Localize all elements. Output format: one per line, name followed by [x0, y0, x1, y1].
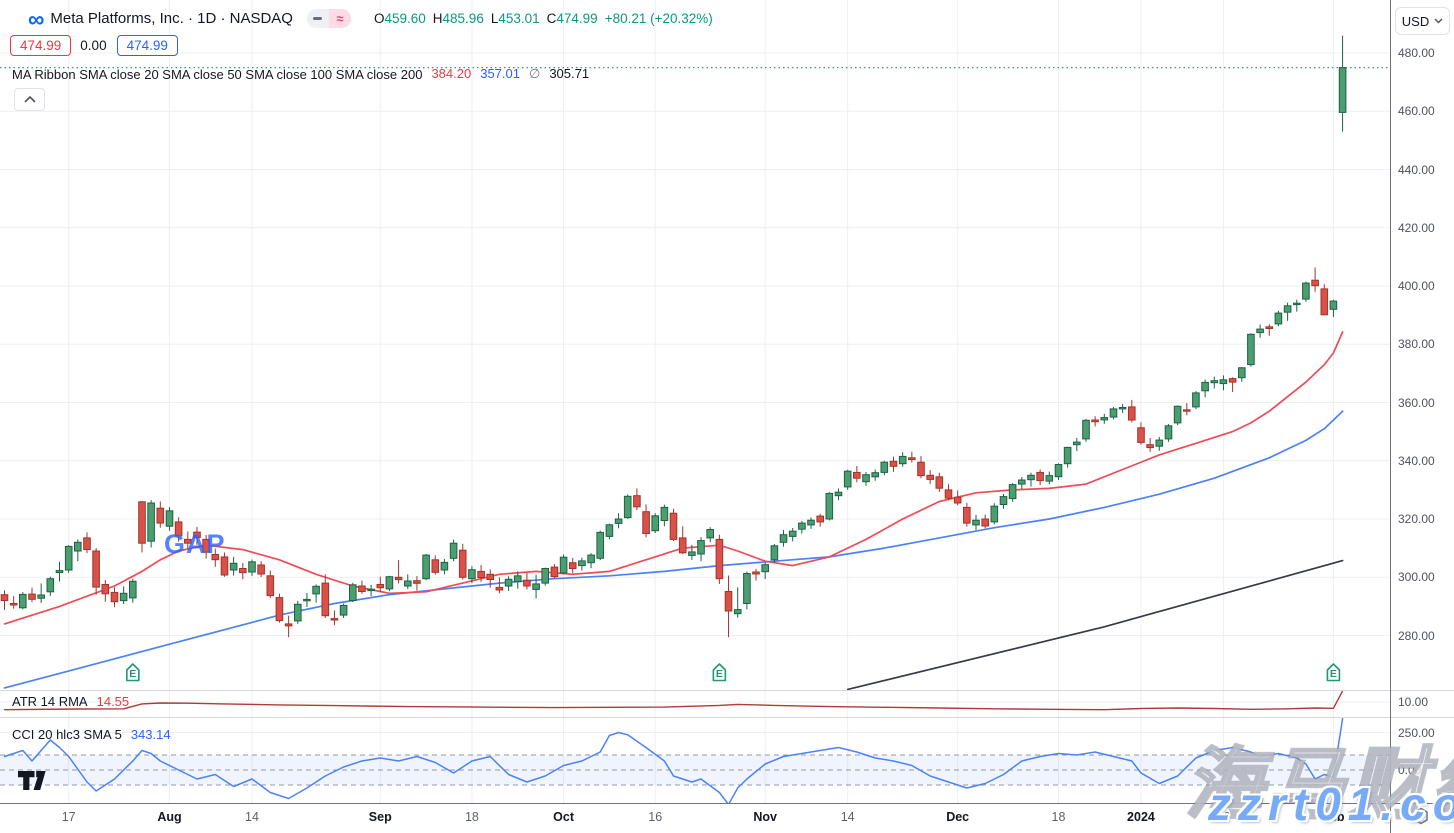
- collapse-legend-button[interactable]: [14, 88, 45, 111]
- price-tick: 380.00: [1398, 337, 1435, 352]
- meta-logo-icon: ∞: [28, 5, 45, 32]
- svg-text:E: E: [129, 668, 136, 680]
- symbol-legend[interactable]: ∞ Meta Platforms, Inc. · 1D · NASDAQ ≈ O…: [28, 5, 713, 32]
- atr-value: 14.55: [96, 694, 130, 709]
- symbol-title: Meta Platforms, Inc. · 1D · NASDAQ: [50, 10, 293, 27]
- ma-ribbon-values: 384.20 357.01 ∅ 305.71: [431, 66, 590, 81]
- atr-label: ATR 14 RMA: [12, 694, 88, 709]
- time-tick: 18: [1051, 810, 1066, 824]
- ma-ribbon-legend[interactable]: MA Ribbon SMA close 20 SMA close 50 SMA …: [12, 66, 589, 82]
- price-tick: 360.00: [1398, 395, 1435, 410]
- cci-label: CCI 20 hlc3 SMA 5: [12, 727, 122, 742]
- market-closed-icon: [306, 9, 329, 28]
- cci-value: 343.14: [130, 727, 171, 742]
- price-tick: 0.00: [1398, 763, 1422, 777]
- time-tick: 14: [840, 810, 855, 824]
- atr-legend[interactable]: ATR 14 RMA 14.55: [12, 694, 129, 709]
- price-tick: 340.00: [1398, 453, 1435, 468]
- time-tick: Sep: [368, 810, 392, 824]
- time-tick: 16: [648, 810, 663, 824]
- price-tick: 320.00: [1398, 512, 1435, 526]
- currency-dropdown[interactable]: USD: [1395, 7, 1450, 35]
- svg-text:E: E: [716, 668, 723, 680]
- price-tick: 420.00: [1398, 220, 1435, 235]
- cci-legend[interactable]: CCI 20 hlc3 SMA 5 343.14: [12, 727, 171, 742]
- time-tick: 2024: [1127, 810, 1155, 824]
- time-tick: 17: [61, 810, 76, 824]
- timezone-settings-button[interactable]: [1411, 806, 1431, 831]
- ma-ribbon-label: MA Ribbon SMA close 20 SMA close 50 SMA …: [12, 66, 423, 82]
- gear-icon: [1414, 807, 1428, 825]
- time-tick: 16: [1216, 810, 1231, 824]
- time-tick: Nov: [753, 810, 777, 824]
- time-tick: Dec: [946, 810, 970, 824]
- price-label-row: 474.99 0.00 474.99: [10, 35, 178, 56]
- time-tick: Oct: [553, 810, 574, 824]
- time-tick: Feb: [1322, 810, 1345, 824]
- ohlc-values: O459.60 H485.96 L453.01 C474.99 +80.21 (+20.…: [373, 11, 713, 26]
- chevron-down-icon: [1434, 18, 1443, 24]
- price-tick: 300.00: [1398, 570, 1435, 585]
- time-tick: Aug: [157, 810, 182, 824]
- price-tick: 250.00: [1398, 725, 1435, 740]
- price-tick: 440.00: [1398, 162, 1435, 177]
- price-tick: 10.00: [1398, 695, 1429, 709]
- price-tick: 400.00: [1398, 279, 1435, 293]
- price-box-red[interactable]: 474.99: [10, 35, 72, 56]
- delayed-data-icon: ≈: [328, 9, 351, 28]
- tradingview-logo-icon: [18, 771, 46, 790]
- market-status-pill[interactable]: ≈: [306, 9, 351, 28]
- price-tick: 280.00: [1398, 628, 1435, 643]
- chevron-up-icon: [23, 95, 36, 103]
- price-box-blue[interactable]: 474.99: [116, 35, 178, 56]
- price-box-zero: 0.00: [80, 38, 107, 53]
- svg-text:GAP: GAP: [164, 529, 226, 559]
- currency-label: USD: [1401, 13, 1430, 29]
- tradingview-logo[interactable]: [18, 771, 48, 796]
- svg-text:E: E: [1330, 668, 1337, 680]
- time-tick: 18: [464, 810, 479, 824]
- price-tick: 460.00: [1398, 104, 1435, 119]
- price-tick: 480.00: [1398, 46, 1435, 60]
- time-tick: 14: [245, 810, 259, 824]
